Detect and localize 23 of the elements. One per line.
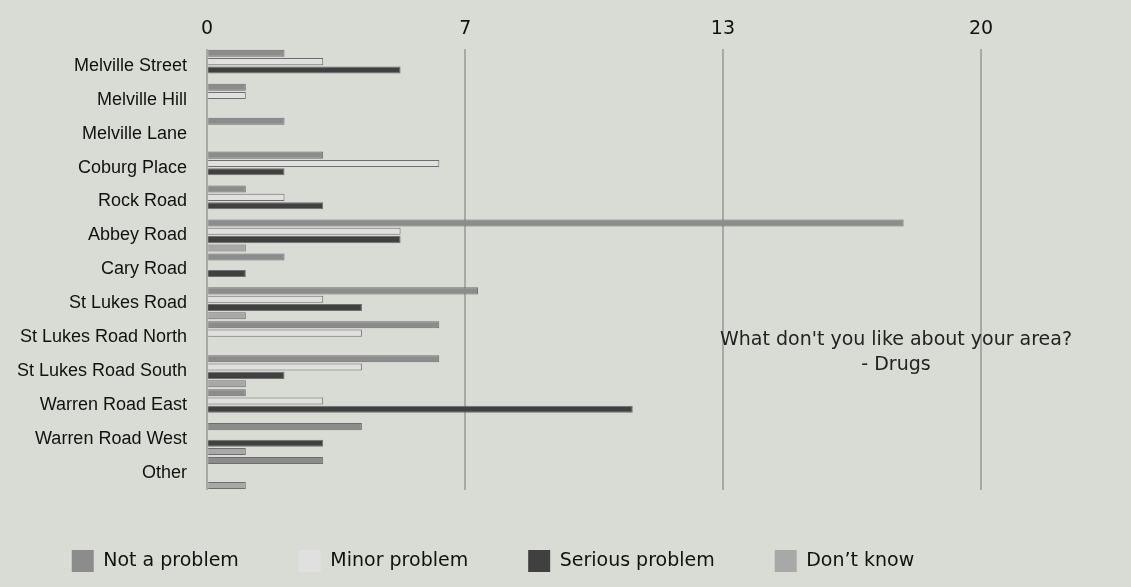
legend-label: Not a problem [103,547,239,570]
y-tick-label: Abbey Road [88,224,188,245]
text: What don't you like about your area? [719,326,1073,349]
y-tick-label: Warren Road West [35,428,188,449]
y-tick-label: Cary Road [101,258,188,279]
y-tick-label: Coburg Place [78,156,188,177]
legend-label: Minor problem [330,547,469,570]
legend-label: Serious problem [559,547,715,570]
legend-label: Don’t know [806,547,915,570]
x-tick-label: 0 [201,16,214,39]
y-tick-label: Melville Hill [97,88,188,109]
text: - Drugs [861,351,931,374]
x-tick-label: 7 [459,16,472,39]
y-tick-label: Rock Road [98,190,188,211]
x-tick-label: 20 [968,16,994,39]
y-tick-label: St Lukes Road North [20,326,188,347]
y-tick-label: St Lukes Road [69,292,188,313]
y-tick-label: Warren Road East [39,394,188,415]
y-tick-label: St Lukes Road South [16,360,188,381]
y-tick-label: Melville Street [74,54,188,75]
x-tick-label: 13 [710,16,735,39]
y-tick-label: Melville Lane [82,122,188,143]
y-tick-label: Other [142,462,188,482]
